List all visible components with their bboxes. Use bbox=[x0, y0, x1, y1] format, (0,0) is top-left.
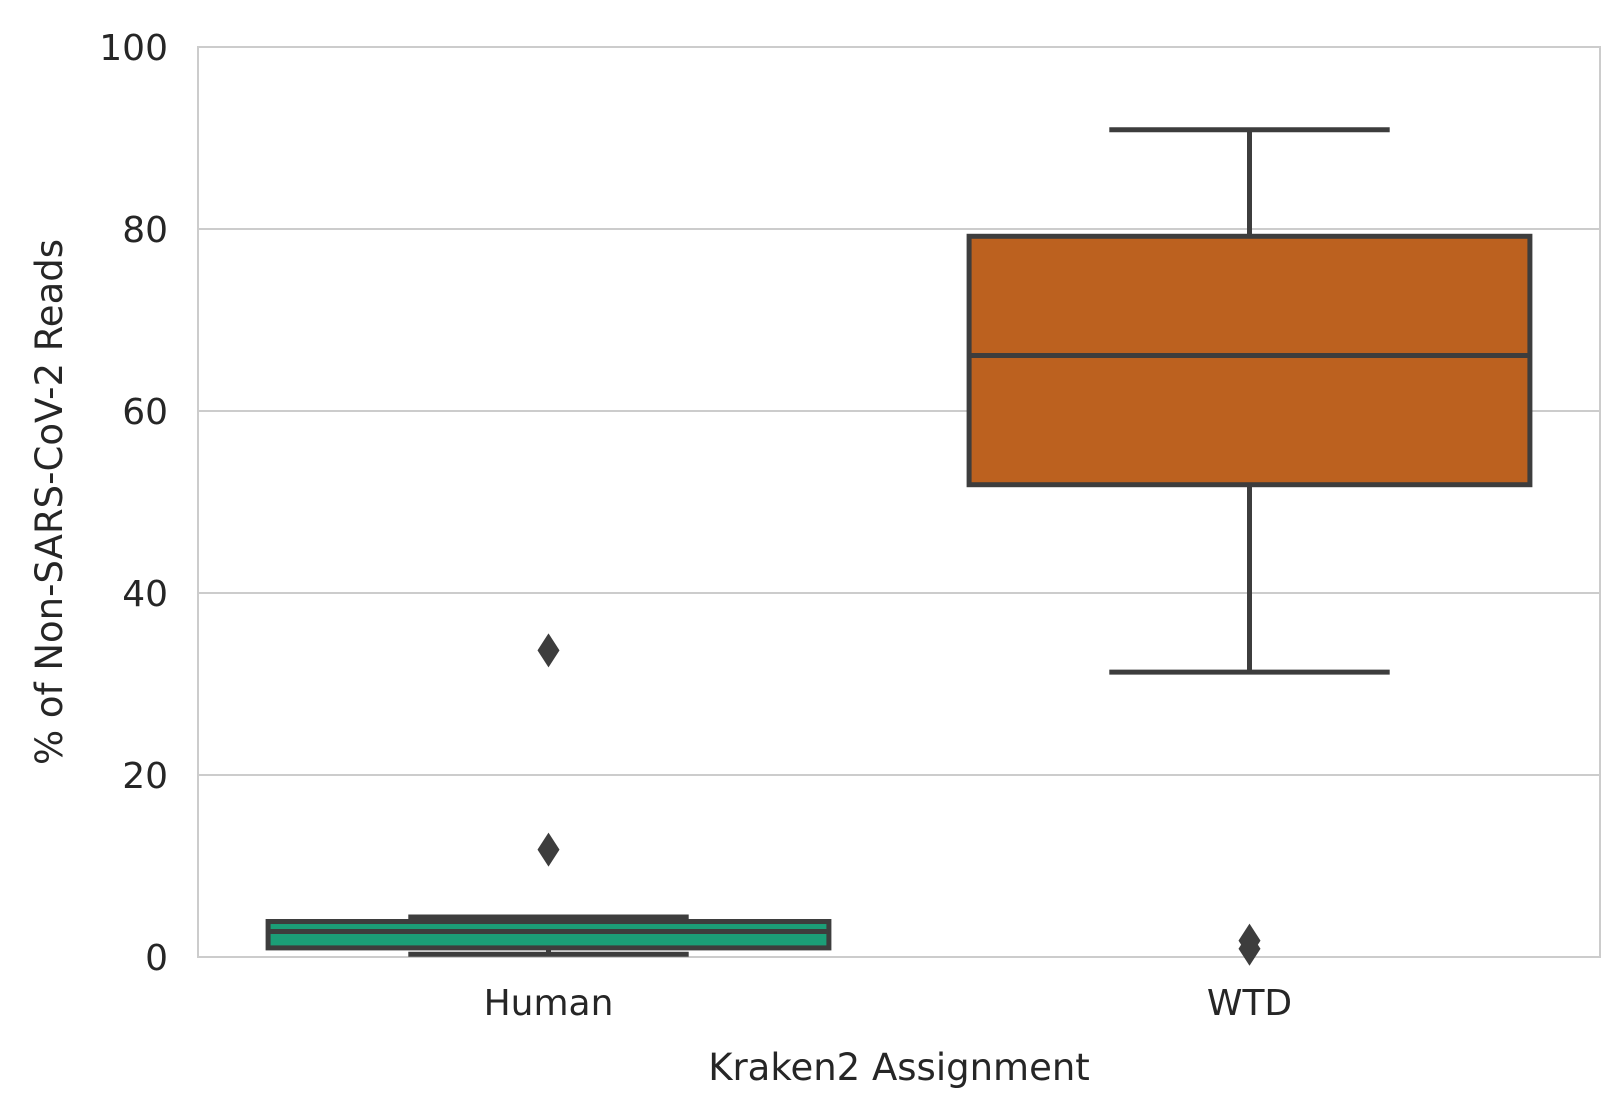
outlier-point bbox=[537, 633, 560, 668]
x-tick-labels: Human WTD bbox=[484, 983, 1293, 1024]
y-tick-label: 60 bbox=[122, 392, 168, 433]
y-tick-label: 0 bbox=[145, 938, 168, 979]
x-axis-title: Kraken2 Assignment bbox=[708, 1046, 1090, 1089]
y-tick-label: 40 bbox=[122, 574, 168, 615]
box-human bbox=[265, 633, 832, 957]
y-tick-label: 80 bbox=[122, 210, 168, 251]
y-tick-label: 100 bbox=[99, 28, 168, 69]
y-tick-labels: 0 20 40 60 80 100 bbox=[99, 28, 168, 979]
outlier-point bbox=[537, 832, 560, 867]
iqr-box bbox=[966, 233, 1533, 488]
boxes bbox=[265, 127, 1533, 966]
x-tick-label: Human bbox=[484, 983, 614, 1024]
iqr-box bbox=[265, 919, 832, 951]
y-axis-title: % of Non-SARS-CoV-2 Reads bbox=[28, 239, 71, 765]
outlier-point bbox=[1238, 931, 1261, 966]
y-tick-label: 20 bbox=[122, 756, 168, 797]
box-wtd bbox=[966, 127, 1533, 966]
x-tick-label: WTD bbox=[1207, 983, 1292, 1024]
plot-area bbox=[198, 47, 1600, 957]
plot-frame bbox=[197, 46, 1601, 958]
